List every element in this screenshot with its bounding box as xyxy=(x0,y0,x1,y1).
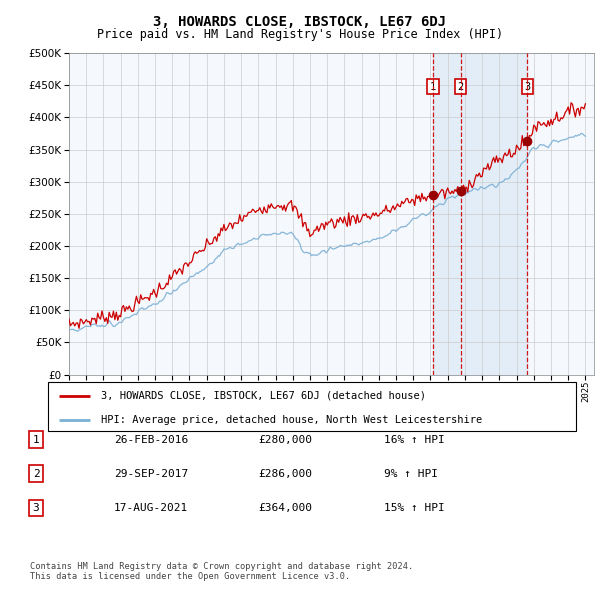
Text: 3, HOWARDS CLOSE, IBSTOCK, LE67 6DJ (detached house): 3, HOWARDS CLOSE, IBSTOCK, LE67 6DJ (det… xyxy=(101,391,426,401)
Text: £364,000: £364,000 xyxy=(258,503,312,513)
Text: 29-SEP-2017: 29-SEP-2017 xyxy=(114,469,188,478)
Text: 16% ↑ HPI: 16% ↑ HPI xyxy=(384,435,445,444)
Text: 3, HOWARDS CLOSE, IBSTOCK, LE67 6DJ: 3, HOWARDS CLOSE, IBSTOCK, LE67 6DJ xyxy=(154,15,446,29)
Text: £286,000: £286,000 xyxy=(258,469,312,478)
Text: 17-AUG-2021: 17-AUG-2021 xyxy=(114,503,188,513)
Text: 1: 1 xyxy=(430,81,436,91)
Text: 1: 1 xyxy=(32,435,40,444)
Text: 15% ↑ HPI: 15% ↑ HPI xyxy=(384,503,445,513)
Text: Price paid vs. HM Land Registry's House Price Index (HPI): Price paid vs. HM Land Registry's House … xyxy=(97,28,503,41)
Text: Contains HM Land Registry data © Crown copyright and database right 2024.
This d: Contains HM Land Registry data © Crown c… xyxy=(30,562,413,581)
Text: HPI: Average price, detached house, North West Leicestershire: HPI: Average price, detached house, Nort… xyxy=(101,415,482,425)
Text: 9% ↑ HPI: 9% ↑ HPI xyxy=(384,469,438,478)
Text: 3: 3 xyxy=(32,503,40,513)
Text: 2: 2 xyxy=(457,81,464,91)
Text: 3: 3 xyxy=(524,81,530,91)
FancyBboxPatch shape xyxy=(48,382,576,431)
Text: 2: 2 xyxy=(32,469,40,478)
Text: £280,000: £280,000 xyxy=(258,435,312,444)
Text: 26-FEB-2016: 26-FEB-2016 xyxy=(114,435,188,444)
